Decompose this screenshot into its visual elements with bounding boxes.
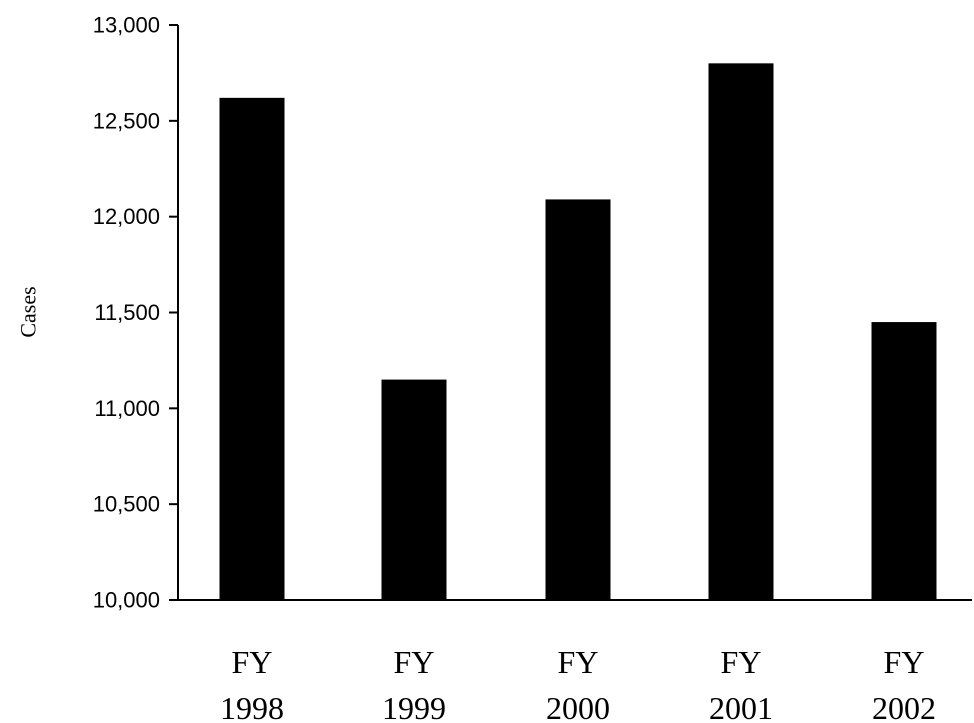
y-tick-label: 10,000	[93, 588, 160, 613]
y-tick-label: 11,500	[94, 300, 160, 325]
x-tick-label-line1: FY	[558, 644, 599, 680]
bar	[871, 322, 937, 600]
bar	[708, 63, 774, 601]
y-tick-label: 12,500	[93, 108, 160, 133]
bar	[381, 379, 447, 600]
bar	[545, 199, 611, 600]
y-axis-label: Cases	[16, 286, 41, 337]
x-tick-label-line1: FY	[884, 644, 925, 680]
y-tick-label: 13,000	[93, 13, 160, 38]
y-axis: 10,000 10,500 11,000 11,500 12,000 12,500 13,0…	[93, 13, 179, 613]
y-tick-label: 10,500	[93, 492, 160, 517]
x-tick-label-line1: FY	[394, 644, 435, 680]
x-tick-label-line1: FY	[721, 644, 762, 680]
x-tick-label-line1: FY	[232, 644, 273, 680]
x-tick-label-line2: 1998	[220, 690, 284, 723]
x-tick-label-line2: 1999	[382, 690, 446, 723]
x-axis: FY 1998 FY 1999 FY 2000 FY 2001 FY 2002	[178, 599, 972, 723]
x-tick-label-line2: 2002	[872, 690, 936, 723]
bars	[219, 63, 937, 601]
x-tick-label-line2: 2001	[709, 690, 773, 723]
bar	[219, 97, 285, 600]
x-tick-label-line2: 2000	[546, 690, 610, 723]
y-tick-label: 12,000	[93, 204, 160, 229]
y-tick-label: 11,000	[94, 396, 160, 421]
